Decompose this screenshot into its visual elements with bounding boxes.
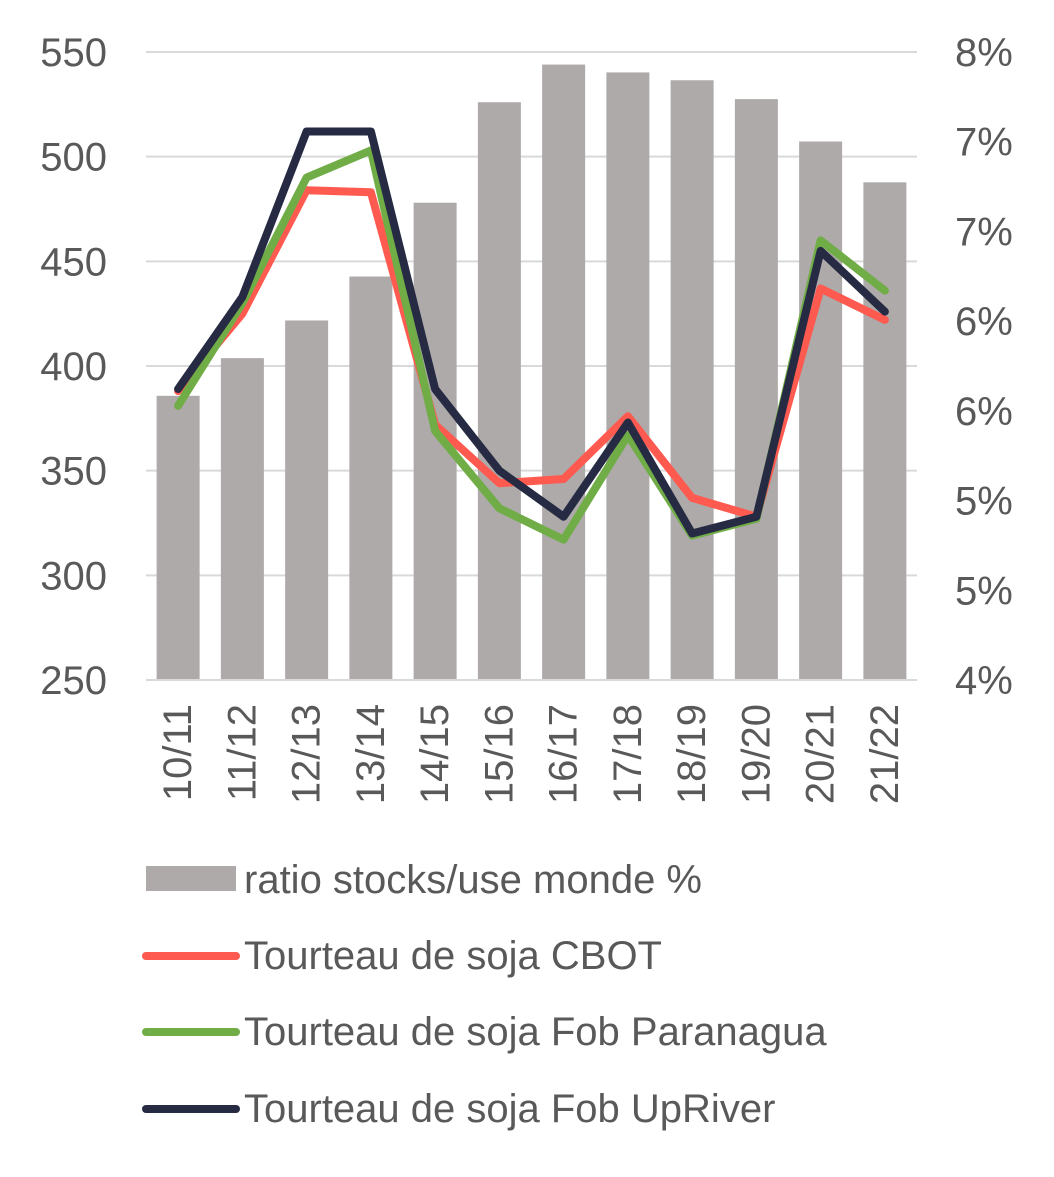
- left-axis-tick-label: 300: [40, 554, 107, 598]
- legend-line2-label: Tourteau de soja Fob Paranagua: [244, 1010, 827, 1054]
- right-axis-tick-label: 7%: [955, 210, 1013, 254]
- legend-line3-label: Tourteau de soja Fob UpRiver: [244, 1087, 775, 1131]
- x-axis-tick-label: 21/22: [863, 704, 907, 804]
- x-axis-tick-label: 17/18: [606, 704, 650, 804]
- right-axis-tick-label: 5%: [955, 569, 1013, 613]
- left-axis-tick-label: 350: [40, 450, 107, 494]
- right-axis-tick-label: 6%: [955, 300, 1013, 344]
- x-axis-tick-label: 16/17: [542, 704, 586, 804]
- bar-19-20: [734, 99, 778, 681]
- bar-11-12: [220, 358, 264, 680]
- left-axis-ticks: 250 300 350 400 450 500 550: [40, 31, 107, 703]
- right-axis-tick-label: 7%: [955, 121, 1013, 165]
- right-axis-tick-label: 4%: [955, 659, 1013, 703]
- x-axis-ticks: 10/11 11/12 12/13 13/14 14/15 15/16 16/17 17/18…: [156, 704, 907, 804]
- bar-20-21: [799, 141, 843, 681]
- x-axis-tick-label: 13/14: [349, 704, 393, 804]
- legend-bar-swatch: [146, 866, 236, 891]
- line-series: [174, 127, 889, 544]
- line-series-3: [174, 127, 889, 538]
- x-axis-tick-label: 11/12: [220, 704, 264, 801]
- legend: ratio stocks/use monde % Tourteau de soj…: [142, 858, 827, 1131]
- bar-16-17: [542, 64, 586, 680]
- bar-10-11: [156, 395, 200, 680]
- grid-lines: [146, 51, 917, 577]
- bar-13-14: [349, 276, 393, 680]
- left-axis-tick-label: 400: [40, 345, 107, 389]
- left-axis-tick-label: 500: [40, 136, 107, 180]
- right-axis-tick-label: 6%: [955, 390, 1013, 434]
- right-axis-tick-label: 8%: [955, 31, 1013, 75]
- right-axis-ticks: 4% 5% 5% 6% 6% 7% 7% 8%: [955, 31, 1013, 703]
- bar-17-18: [606, 72, 650, 680]
- x-axis-tick-label: 20/21: [799, 704, 843, 804]
- bar-21-22: [863, 182, 907, 680]
- bar-series: [156, 64, 907, 681]
- left-axis-tick-label: 450: [40, 240, 107, 284]
- x-axis-tick-label: 18/19: [670, 704, 714, 804]
- left-axis-tick-label: 250: [40, 659, 107, 703]
- bar-15-16: [477, 102, 521, 681]
- line-series-1: [174, 186, 889, 521]
- bar-18-19: [670, 80, 714, 680]
- x-axis-tick-label: 14/15: [413, 704, 457, 804]
- legend-bar-label: ratio stocks/use monde %: [244, 858, 702, 902]
- x-axis-tick-label: 10/11: [156, 704, 200, 801]
- left-axis-tick-label: 550: [40, 31, 107, 75]
- bar-12-13: [285, 320, 329, 680]
- x-axis-tick-label: 19/20: [734, 704, 778, 804]
- legend-line1-label: Tourteau de soja CBOT: [244, 934, 662, 978]
- x-axis-tick-label: 15/16: [477, 704, 521, 804]
- x-axis-tick-label: 12/13: [285, 704, 329, 804]
- right-axis-tick-label: 5%: [955, 480, 1013, 524]
